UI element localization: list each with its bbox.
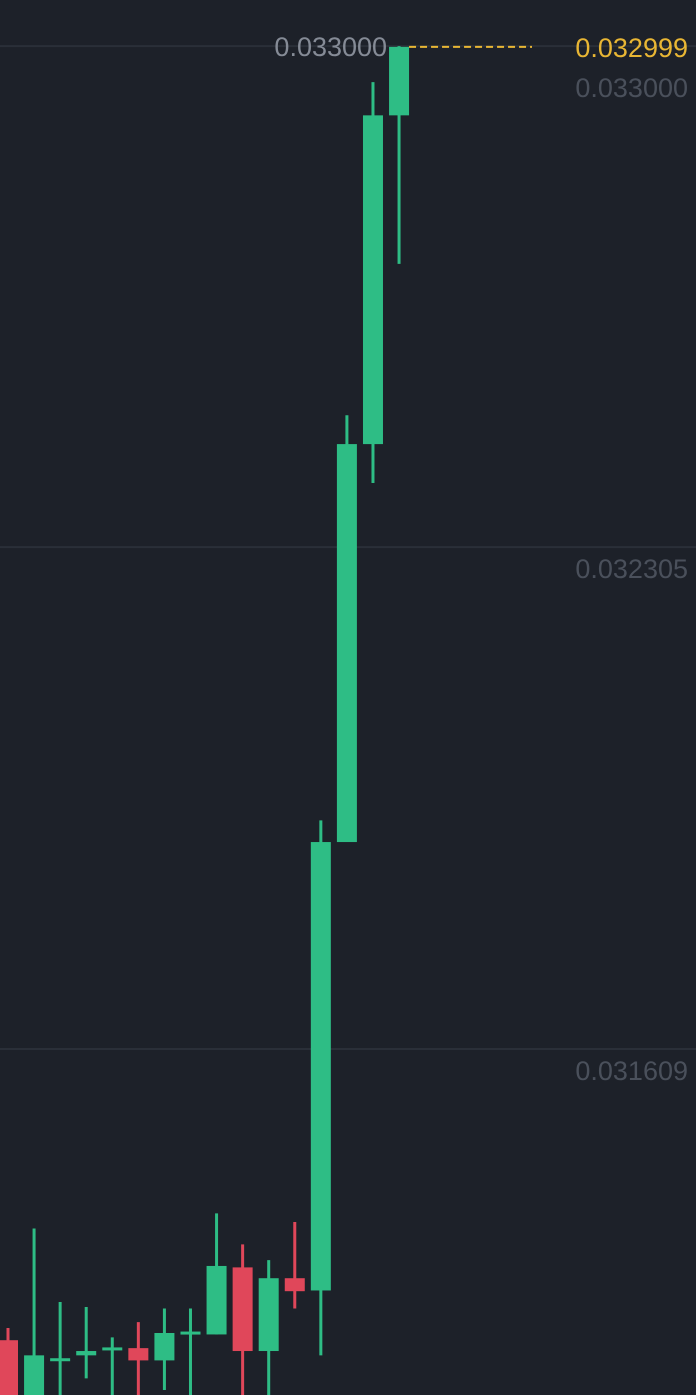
candle-8 (180, 1308, 201, 1395)
candle-12 (284, 1221, 305, 1309)
candle-body (50, 1358, 71, 1362)
candle-body (128, 1348, 149, 1361)
y-tick-label: 0.032305 (575, 554, 688, 584)
y-tick-label: 0.031609 (575, 1056, 688, 1086)
candle-13 (310, 820, 331, 1356)
candle-2 (24, 1228, 45, 1395)
candle-body (284, 1278, 305, 1292)
candle-9 (206, 1213, 227, 1335)
candle-body (76, 1351, 97, 1356)
y-tick-label: 0.033000 (575, 73, 688, 103)
candle-11 (258, 1260, 279, 1395)
max-high-label: 0.033000 (274, 32, 387, 62)
candle-14 (336, 415, 357, 843)
candle-body (102, 1347, 123, 1351)
candle-4 (76, 1307, 97, 1379)
candle-body (389, 46, 410, 116)
candle-6 (128, 1322, 149, 1395)
candle-body (232, 1267, 253, 1352)
candle-body (180, 1331, 201, 1335)
candles (0, 46, 410, 1395)
y-axis-ticks: 0.033000 0.032305 0.031609 (575, 73, 688, 1086)
candle-body (310, 842, 331, 1291)
candle-7 (154, 1308, 175, 1390)
candle-body (336, 444, 357, 843)
candle-1 (0, 1327, 18, 1395)
candle-3 (50, 1302, 71, 1395)
candle-body (154, 1333, 175, 1361)
last-price-label: 0.032999 (575, 33, 688, 63)
candle-body (258, 1278, 279, 1352)
candle-16 (389, 46, 410, 264)
candle-15 (362, 82, 383, 484)
candle-body (24, 1355, 45, 1395)
candle-body (0, 1340, 18, 1395)
candle-5 (102, 1337, 123, 1395)
candle-10 (232, 1244, 253, 1395)
candle-body (362, 115, 383, 445)
candle-body (206, 1265, 227, 1335)
